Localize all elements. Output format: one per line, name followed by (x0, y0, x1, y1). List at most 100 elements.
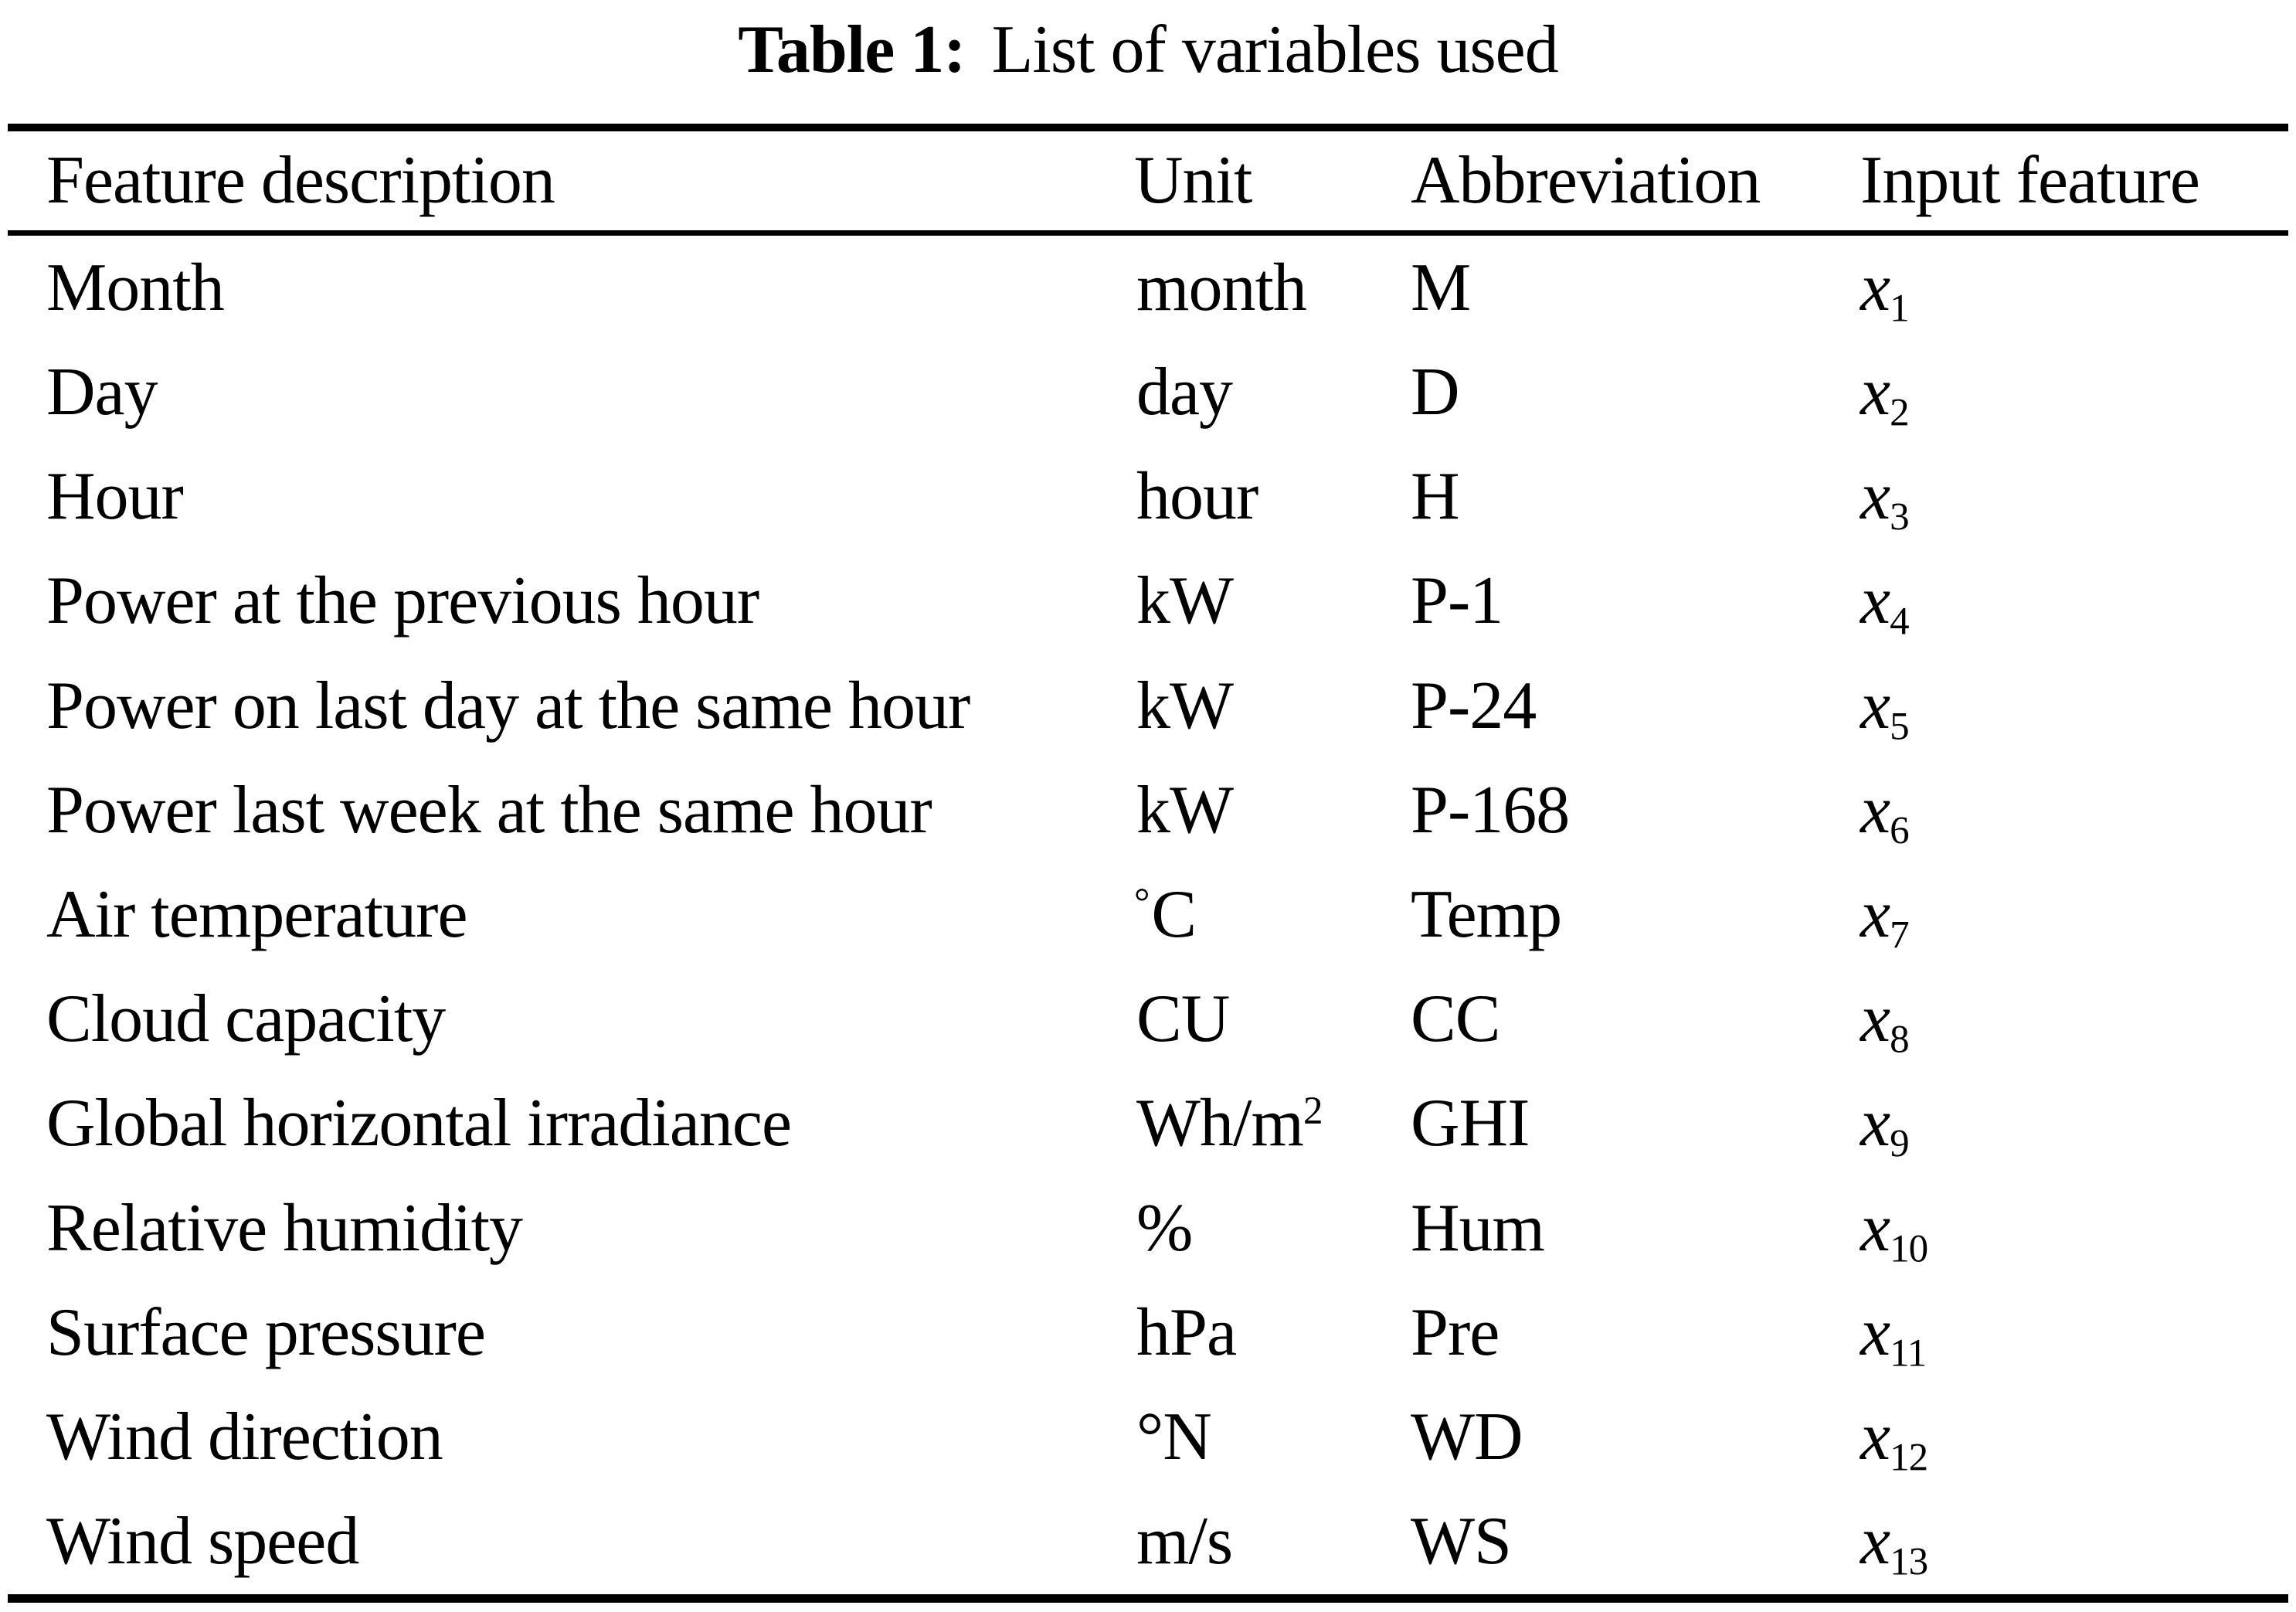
unit-text: °N (1136, 1399, 1212, 1475)
cell-unit: m/s (1134, 1508, 1233, 1576)
cell-feature-description: Wind speed (46, 1504, 359, 1580)
cell-abbreviation: CC (1411, 981, 1500, 1057)
table-row: Wind direction °N WD x12 (0, 1386, 2296, 1490)
table-row: Power at the previous hour kW P-1 x4 (0, 549, 2296, 654)
table-row: Month month M x1 (0, 236, 2296, 340)
cell-unit: kW (1134, 672, 1234, 740)
cell-feature-description: Power on last day at the same hour (46, 668, 970, 743)
table-row: Wind speed m/s WS x13 (0, 1490, 2296, 1594)
table-row: Surface pressure hPa Pre x11 (0, 1280, 2296, 1385)
cell-feature-description: Global horizontal irradiance (46, 1086, 792, 1161)
unit-text: m/s (1136, 1504, 1233, 1580)
table-caption: Table 1: List of variables used (0, 11, 2296, 89)
cell-abbreviation: H (1411, 459, 1460, 535)
variable-symbol: x (1860, 250, 1890, 325)
cell-unit: °N (1134, 1403, 1212, 1471)
variable-symbol: x (1860, 772, 1890, 848)
table-row: Power last week at the same hour kW P-16… (0, 758, 2296, 862)
unit-superscript: 2 (1303, 1090, 1323, 1134)
cell-unit: month (1134, 253, 1307, 322)
column-header-unit: Unit (1134, 143, 1252, 218)
cell-abbreviation: Pre (1411, 1294, 1500, 1370)
variable-symbol: x (1860, 1190, 1890, 1266)
variable-symbol: x (1860, 1086, 1890, 1161)
variable-symbol: x (1860, 1294, 1890, 1370)
variable-symbol: x (1860, 563, 1890, 639)
cell-feature-description: Day (46, 354, 158, 430)
cell-feature-description: Power at the previous hour (46, 563, 759, 639)
cell-feature-description: Air temperature (46, 877, 467, 953)
cell-input-feature: x11 (1860, 1298, 1927, 1372)
cell-input-feature: x2 (1860, 358, 1910, 432)
variable-symbol: x (1860, 981, 1890, 1057)
cell-unit: hPa (1134, 1298, 1237, 1367)
cell-input-feature: x10 (1860, 1194, 1928, 1268)
variable-symbol: x (1860, 459, 1890, 535)
bottom-rule (8, 1594, 2288, 1603)
variable-symbol: x (1860, 668, 1890, 743)
cell-abbreviation: P-24 (1411, 668, 1537, 743)
variable-subscript: 1 (1890, 286, 1909, 330)
cell-abbreviation: GHI (1411, 1086, 1530, 1161)
table-header-row: Feature description Unit Abbreviation In… (0, 131, 2296, 230)
cell-input-feature: x12 (1860, 1403, 1928, 1478)
cell-abbreviation: WS (1411, 1504, 1512, 1580)
cell-unit: % (1134, 1194, 1193, 1263)
cell-input-feature: x7 (1860, 881, 1910, 955)
cell-unit: CU (1134, 985, 1230, 1053)
cell-input-feature: x9 (1860, 1090, 1910, 1164)
cell-input-feature: x13 (1860, 1508, 1928, 1582)
top-rule (8, 124, 2288, 131)
cell-unit: kW (1134, 776, 1234, 845)
header-rule (8, 230, 2288, 236)
variable-symbol: x (1860, 1504, 1890, 1580)
cell-input-feature: x4 (1860, 567, 1910, 641)
variable-subscript: 8 (1890, 1018, 1909, 1062)
cell-feature-description: Hour (46, 459, 184, 535)
cell-unit: kW (1134, 567, 1234, 635)
cell-abbreviation: Hum (1411, 1190, 1545, 1266)
variable-subscript: 4 (1890, 600, 1909, 644)
table-body: Month month M x1 Day day D x2 Hour hour … (0, 236, 2296, 1594)
variable-subscript: 12 (1890, 1436, 1928, 1480)
column-header-input-feature: Input feature (1860, 143, 2200, 218)
cell-feature-description: Surface pressure (46, 1294, 486, 1370)
cell-input-feature: x5 (1860, 672, 1910, 746)
cell-abbreviation: D (1411, 354, 1460, 430)
variable-subscript: 9 (1890, 1122, 1909, 1166)
cell-abbreviation: P-168 (1411, 772, 1570, 848)
unit-text: hPa (1136, 1294, 1237, 1370)
cell-feature-description: Wind direction (46, 1399, 443, 1475)
unit-text: kW (1136, 563, 1234, 639)
variable-subscript: 2 (1890, 391, 1909, 435)
cell-feature-description: Relative humidity (46, 1190, 523, 1266)
unit-text: kW (1136, 772, 1234, 848)
table-row: Relative humidity % Hum x10 (0, 1176, 2296, 1280)
variable-subscript: 3 (1890, 495, 1909, 539)
variable-subscript: 6 (1890, 809, 1909, 853)
unit-degree-presuperscript: ° (1134, 880, 1150, 924)
cell-abbreviation: WD (1411, 1399, 1523, 1475)
cell-feature-description: Power last week at the same hour (46, 772, 932, 848)
table-row: Power on last day at the same hour kW P-… (0, 654, 2296, 758)
table-row: Hour hour H x3 (0, 444, 2296, 549)
cell-input-feature: x8 (1860, 985, 1910, 1059)
unit-text: C (1151, 877, 1197, 953)
cell-input-feature: x3 (1860, 463, 1910, 537)
cell-unit: hour (1134, 463, 1258, 531)
cell-unit: °C (1134, 880, 1197, 949)
cell-feature-description: Month (46, 250, 225, 325)
table-row: Cloud capacity CU CC x8 (0, 968, 2296, 1072)
cell-unit: day (1134, 358, 1233, 427)
unit-text: % (1136, 1190, 1193, 1266)
cell-abbreviation: M (1411, 250, 1471, 325)
cell-input-feature: x6 (1860, 776, 1910, 850)
table-row: Day day D x2 (0, 340, 2296, 444)
unit-text: Wh/m (1136, 1086, 1304, 1161)
table-row: Global horizontal irradiance Wh/m2 GHI x… (0, 1072, 2296, 1176)
variable-symbol: x (1860, 354, 1890, 430)
variable-subscript: 10 (1890, 1227, 1928, 1270)
cell-feature-description: Cloud capacity (46, 981, 446, 1057)
cell-abbreviation: P-1 (1411, 563, 1503, 639)
cell-abbreviation: Temp (1411, 877, 1562, 953)
